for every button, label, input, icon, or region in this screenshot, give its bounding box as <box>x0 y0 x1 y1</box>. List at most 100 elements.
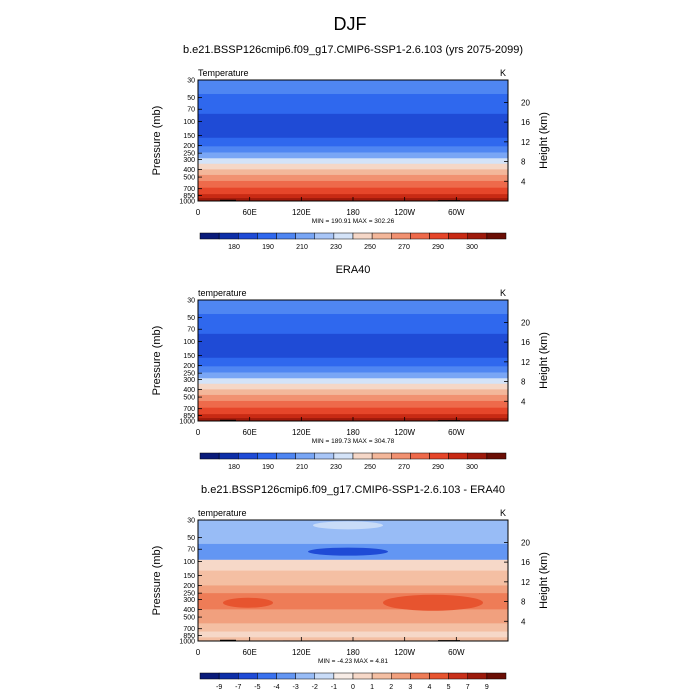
panel-1-band <box>198 187 508 195</box>
panel-3-ylabel-right: Height (km) <box>538 552 550 609</box>
panel-2-colorbar-box <box>410 452 430 460</box>
panel-2-topography <box>220 419 236 421</box>
panel-3-colorbar-label: -2 <box>312 684 318 691</box>
panel-2-colorbar-box <box>467 452 488 460</box>
panel-1-colorbar-label: 180 <box>228 244 240 251</box>
panel-3-htick-label: 8 <box>521 598 526 607</box>
panel-3-htick-label: 20 <box>521 538 530 547</box>
panel-2-ytick-label: 850 <box>183 413 195 420</box>
panel-3-ytick-label: 700 <box>183 626 195 633</box>
panel-3-colorbar-box <box>410 672 430 680</box>
panel-1-colorbar-box <box>410 232 430 240</box>
panel-2-ytick-label: 700 <box>183 406 195 413</box>
panel-2-colorbar-label: 190 <box>262 464 274 471</box>
panel-1-ytick-label: 300 <box>183 157 195 164</box>
panel-2-colorbar-box <box>371 452 392 460</box>
panel-1-colorbar-box <box>238 232 258 240</box>
panel-3-colorbar-label: -5 <box>254 684 260 691</box>
panel-3-colorbar-label: 4 <box>428 684 432 691</box>
panel-3-colorbar-box <box>486 672 507 680</box>
panel-1-ytick-label: 70 <box>187 107 195 114</box>
panel-3-warm-blob <box>383 594 483 611</box>
panel-2-ytick-label: 50 <box>187 315 195 322</box>
panel-3-ytick-label: 850 <box>183 633 195 640</box>
panel-1-ytick-label: 150 <box>183 133 195 140</box>
panel-3-band <box>198 609 508 624</box>
panel-2-xtick-label: 60W <box>448 428 465 437</box>
panel-1-band <box>198 180 508 189</box>
panel-1-colorbar-box <box>486 232 507 240</box>
panel-3-warm-blob <box>223 597 273 608</box>
panel-1-xtick-label: 60W <box>448 208 465 217</box>
panel-1-htick-label: 8 <box>521 158 526 167</box>
panel-2-htick-label: 4 <box>521 397 526 406</box>
panel-2-colorbar-label: 250 <box>364 464 376 471</box>
panel-3-band <box>198 559 508 572</box>
panel-1-colorbar-box <box>199 232 220 240</box>
panel-1-field <box>198 80 508 201</box>
panel-1-colorbar-box <box>391 232 411 240</box>
panel-3-colorbar-label: -3 <box>293 684 299 691</box>
panel-2-ylabel: Pressure (mb) <box>151 326 163 396</box>
panel-3-ytick-label: 1000 <box>179 639 195 646</box>
panel-2-minmax: MIN = 189.73 MAX = 304.78 <box>312 438 395 445</box>
panel-1-colorbar-box <box>295 232 315 240</box>
panel-3-colorbar-label: 1 <box>370 684 374 691</box>
panel-2-colorbar-label: 210 <box>296 464 308 471</box>
panel-3-colorbar-box <box>238 672 258 680</box>
panel-1: b.e21.BSSP126cmip6.f09_g17.CMIP6-SSP1-2.… <box>151 44 550 251</box>
panel-1-colorbar-box <box>333 232 354 240</box>
panel-2-field <box>198 300 508 421</box>
panel-2-colorbar-label: 230 <box>330 464 342 471</box>
panel-3-ytick-label: 250 <box>183 591 195 598</box>
panel-3-ytick-label: 400 <box>183 607 195 614</box>
panel-1-colorbar-box <box>448 232 468 240</box>
panel-1-xtick-label: 120W <box>394 208 415 217</box>
panel-3-ytick-label: 70 <box>187 547 195 554</box>
panel-3-colorbar-box <box>257 672 277 680</box>
panel-1-ylabel: Pressure (mb) <box>151 106 163 176</box>
panel-2-band <box>198 300 508 315</box>
panel-2-colorbar-box <box>238 452 258 460</box>
panel-2-colorbar-box <box>333 452 354 460</box>
panel-1-band <box>198 158 508 165</box>
panel-2-colorbar-label: 290 <box>432 464 444 471</box>
panel-2-band <box>198 394 508 402</box>
panel-2-xtick-label: 180 <box>346 428 360 437</box>
panel-1-colorbar-box <box>314 232 335 240</box>
panel-3-band <box>198 570 508 587</box>
panel-3-ylabel: Pressure (mb) <box>151 546 163 616</box>
panel-1-htick-label: 16 <box>521 118 530 127</box>
panel-3-title: b.e21.BSSP126cmip6.f09_g17.CMIP6-SSP1-2.… <box>201 484 505 496</box>
panel-1-htick-label: 20 <box>521 98 530 107</box>
panel-2-htick-label: 20 <box>521 318 530 327</box>
panel-1-htick-label: 4 <box>521 177 526 186</box>
panel-2-ytick-label: 30 <box>187 298 195 305</box>
panel-3-colorbar-box <box>199 672 220 680</box>
panel-1-band <box>198 137 508 147</box>
panel-1-ytick-label: 200 <box>183 143 195 150</box>
panel-3-xtick-label: 180 <box>346 648 360 657</box>
panel-3-left-label: temperature <box>198 508 247 518</box>
panel-2-colorbar-box <box>218 452 239 460</box>
panel-2-band <box>198 414 508 419</box>
panel-3-colorbar-label: -7 <box>235 684 241 691</box>
panel-3-xtick-label: 60E <box>243 648 257 657</box>
panel-2-colorbar-box <box>391 452 411 460</box>
panel-3-colorbar-box <box>391 672 411 680</box>
panel-3-colorbar-label: 0 <box>351 684 355 691</box>
panel-3-colorbar-box <box>295 672 315 680</box>
panel-1-right-label: K <box>500 68 506 78</box>
panel-2-band <box>198 372 508 379</box>
panel-3: b.e21.BSSP126cmip6.f09_g17.CMIP6-SSP1-2.… <box>151 484 550 691</box>
panel-2-colorbar-box <box>429 452 449 460</box>
panel-3-field <box>198 520 508 641</box>
panel-1-ylabel-right: Height (km) <box>538 112 550 169</box>
panel-1-colorbar-box <box>371 232 392 240</box>
panel-3-xtick-label: 120E <box>292 648 311 657</box>
panel-3-band <box>198 585 508 594</box>
panel-1-band <box>198 163 508 170</box>
panel-3-colorbar-label: -4 <box>273 684 279 691</box>
panel-2-ytick-label: 150 <box>183 353 195 360</box>
panel-2-colorbar-label: 300 <box>466 464 478 471</box>
